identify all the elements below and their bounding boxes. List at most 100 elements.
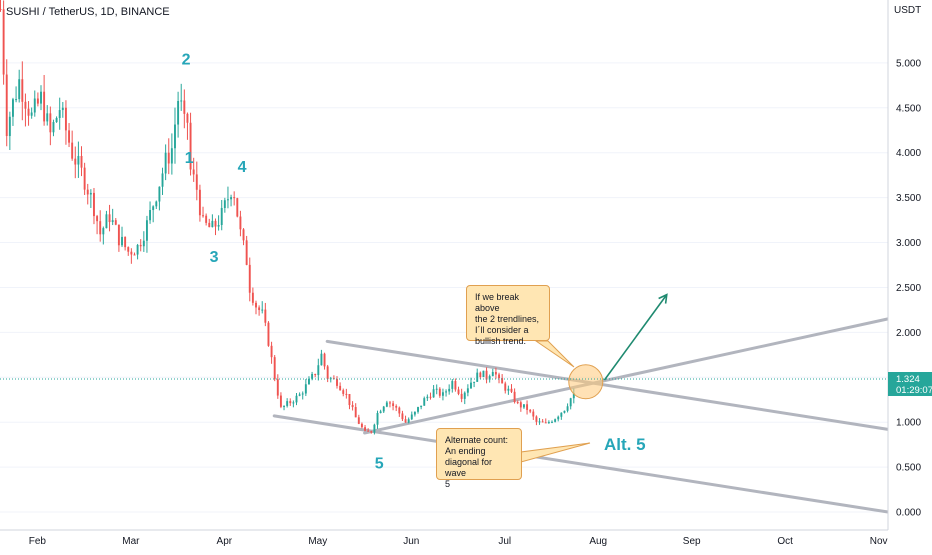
candle-body	[292, 402, 295, 404]
bullish-note-pointer	[534, 340, 575, 368]
candle-body	[491, 371, 494, 377]
candle-body	[323, 353, 326, 367]
candle-body	[445, 391, 448, 393]
candle-body	[152, 206, 155, 211]
candle-body	[345, 393, 348, 395]
candle-body	[379, 411, 382, 414]
x-tick-label: Jul	[498, 536, 511, 547]
candle-body	[105, 214, 108, 229]
candle-body	[364, 427, 367, 431]
candle-body	[0, 8, 2, 10]
candle-body	[233, 197, 236, 199]
candle-body	[198, 189, 201, 216]
candle-body	[40, 91, 42, 104]
x-tick-label: Sep	[683, 536, 701, 547]
candle-body	[494, 371, 497, 375]
candle-body	[58, 110, 61, 119]
candle-body	[538, 421, 541, 423]
x-tick-label: Oct	[777, 536, 793, 547]
candle-body	[504, 383, 507, 391]
candle-body	[392, 403, 395, 407]
candle-body	[64, 107, 67, 131]
candle-body	[61, 107, 64, 111]
candle-body	[326, 366, 329, 379]
y-tick-label: 4.000	[896, 148, 921, 159]
candle-body	[498, 374, 500, 379]
candle-body	[457, 389, 460, 394]
candle-body	[420, 405, 423, 408]
candle-body	[572, 393, 575, 399]
breakout-arrow-head[interactable]	[658, 293, 668, 304]
candle-body	[186, 113, 189, 123]
candle-body	[267, 322, 270, 346]
candle-body	[376, 413, 379, 425]
time-axis-bg[interactable]	[0, 530, 932, 550]
candle-body	[566, 406, 569, 411]
wave-label-1: 1	[185, 150, 194, 167]
candle-body	[114, 220, 117, 225]
candle-body	[170, 148, 173, 164]
candle-body	[68, 130, 71, 143]
symbol-title: SUSHI / TetherUS, 1D, BINANCE	[6, 6, 170, 18]
candle-body	[295, 395, 298, 403]
candle-body	[264, 309, 267, 323]
candle-body	[354, 407, 357, 418]
y-tick-label: 2.000	[896, 328, 921, 339]
candle-body	[36, 98, 39, 104]
candle-body	[205, 215, 208, 223]
candle-body	[202, 215, 204, 217]
x-tick-label: Feb	[29, 536, 47, 547]
trendline[interactable]	[325, 339, 890, 431]
candle-body	[301, 393, 304, 395]
current-price-value: 1.324	[896, 374, 920, 385]
candle-body	[220, 207, 223, 225]
wave-label-5: 5	[375, 456, 384, 473]
x-tick-label: Aug	[589, 536, 607, 547]
candle-body	[569, 398, 572, 407]
x-tick-label: Jun	[403, 536, 419, 547]
price-axis-bg[interactable]	[888, 0, 932, 530]
grid	[0, 62, 888, 513]
candle-body	[258, 307, 261, 311]
candle-body	[357, 417, 360, 424]
candle-body	[510, 388, 513, 392]
candle-body	[248, 264, 251, 293]
y-tick-label: 0.500	[896, 463, 921, 474]
candle-body	[488, 376, 491, 380]
candle-body	[435, 388, 438, 390]
candle-body	[177, 101, 180, 125]
candle-body	[463, 392, 466, 399]
trendline[interactable]	[272, 414, 890, 514]
candle-body	[89, 192, 92, 195]
candle-body	[516, 402, 519, 404]
candle-body	[211, 220, 214, 228]
breakout-arrow[interactable]	[603, 294, 668, 381]
candle-body	[127, 247, 130, 252]
candle-body	[385, 402, 388, 407]
bullish-note[interactable]: If we break above the 2 trendlines, I´ll…	[466, 285, 550, 346]
candle-body	[164, 152, 167, 174]
candle-body	[8, 116, 11, 137]
candle-body	[5, 74, 8, 137]
candle-body	[226, 199, 229, 201]
candle-body	[448, 388, 451, 392]
candle-body	[473, 381, 476, 383]
trendlines[interactable]	[272, 317, 890, 514]
alternate-count-note[interactable]: Alternate count: An ending diagonal for …	[436, 428, 522, 489]
y-tick-label: 1.000	[896, 418, 921, 429]
candle-body	[74, 158, 77, 165]
candles	[0, 0, 575, 435]
candle-body	[507, 388, 510, 391]
candle-body	[276, 379, 279, 396]
candle-body	[535, 416, 538, 422]
candle-body	[304, 384, 307, 394]
trendline[interactable]	[363, 317, 890, 435]
breakout-circle[interactable]	[568, 364, 604, 400]
y-tick-label: 4.500	[896, 103, 921, 114]
candle-body	[149, 210, 152, 221]
candle-body	[208, 222, 211, 228]
countdown-value: 01:29:07	[896, 385, 932, 396]
candle-body	[413, 411, 416, 415]
